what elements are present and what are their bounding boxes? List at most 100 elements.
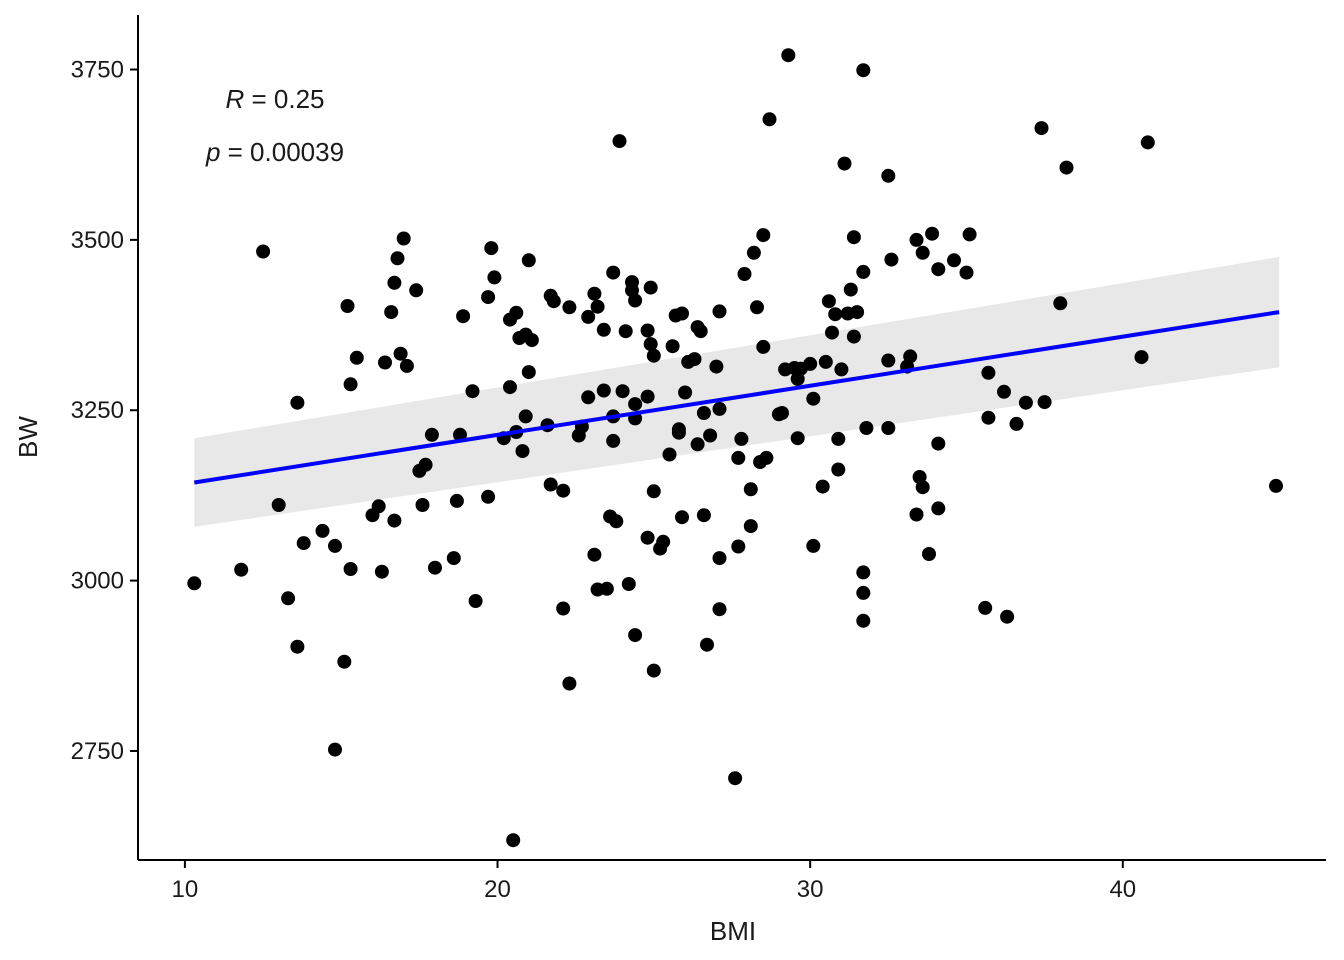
data-point [546, 294, 561, 309]
data-point [922, 547, 936, 561]
data-point [981, 365, 996, 380]
data-point [696, 406, 711, 420]
data-point [1037, 395, 1052, 410]
data-point [687, 352, 702, 367]
data-point [606, 265, 621, 280]
data-point [712, 551, 727, 566]
data-point [596, 383, 611, 398]
data-point [925, 226, 940, 241]
data-point [562, 676, 577, 691]
points-layer [187, 48, 1283, 848]
data-point [409, 283, 424, 298]
data-point [640, 389, 655, 404]
data-point [1009, 416, 1024, 431]
data-point [371, 499, 386, 514]
data-point [393, 346, 408, 361]
data-point [581, 390, 596, 405]
stat-p-value: = 0.00039 [220, 137, 344, 167]
data-point [696, 508, 711, 523]
data-point [1140, 135, 1155, 150]
data-point [762, 112, 777, 127]
data-point [981, 410, 996, 425]
y-axis-title: BW [13, 416, 43, 458]
data-point [712, 304, 727, 319]
data-point [665, 339, 680, 354]
data-point [418, 457, 433, 472]
data-point [931, 436, 946, 451]
data-point [709, 359, 724, 374]
data-point [884, 252, 899, 267]
data-point [399, 358, 414, 373]
data-point [675, 306, 689, 321]
data-point [959, 265, 974, 280]
data-point [506, 833, 521, 848]
data-point [609, 514, 624, 529]
data-point [831, 462, 846, 477]
data-point [781, 48, 796, 63]
data-point [856, 63, 871, 78]
stat-r-label: R = 0.25 [225, 84, 324, 114]
data-point [915, 480, 930, 495]
data-point [640, 530, 655, 545]
data-point [449, 493, 464, 508]
data-point [621, 577, 636, 591]
stat-p-label: p = 0.00039 [205, 137, 344, 167]
data-point [947, 253, 961, 268]
data-point [856, 264, 871, 279]
data-point [256, 244, 271, 259]
data-point [815, 479, 830, 494]
data-point [756, 339, 771, 354]
data-point [1018, 395, 1033, 410]
data-point [615, 384, 630, 399]
data-point [396, 231, 411, 246]
data-point [296, 536, 311, 551]
data-point [646, 484, 661, 499]
data-point [790, 431, 805, 446]
data-point [997, 384, 1011, 399]
data-point [759, 450, 774, 465]
data-point [821, 294, 836, 309]
data-point [881, 168, 896, 183]
data-point [612, 134, 627, 149]
data-point [903, 349, 918, 364]
data-point [675, 510, 689, 525]
data-point [643, 280, 658, 295]
data-point [1059, 160, 1074, 175]
data-point [349, 350, 364, 365]
data-point [487, 270, 502, 285]
data-point [328, 538, 342, 553]
data-point [1000, 609, 1015, 624]
data-point [521, 253, 536, 268]
data-point [415, 498, 430, 512]
x-tick-label: 30 [797, 876, 824, 903]
data-point [587, 547, 602, 562]
axes-layer: 10 20 30 40 2750 3000 3250 3500 3750 [71, 15, 1326, 903]
data-point [543, 477, 558, 492]
data-point [1134, 350, 1149, 365]
confidence-band [194, 256, 1280, 527]
data-point [678, 385, 693, 400]
data-point [509, 305, 524, 320]
data-point [978, 600, 993, 615]
data-point [1034, 121, 1049, 136]
data-point [834, 362, 849, 377]
data-point [881, 353, 896, 368]
stat-r-symbol: R [225, 84, 244, 114]
data-point [915, 245, 930, 260]
data-point [775, 406, 789, 420]
data-point [187, 576, 202, 591]
data-point [556, 483, 571, 498]
data-point [446, 551, 461, 566]
data-point [503, 380, 517, 395]
data-point [481, 290, 496, 305]
data-point [468, 594, 483, 608]
data-point [234, 562, 249, 577]
data-point [424, 427, 439, 442]
data-point [315, 523, 330, 538]
data-point [743, 519, 758, 534]
data-point [599, 581, 614, 596]
data-point [562, 300, 577, 315]
x-tick-label: 20 [484, 876, 511, 903]
data-point [646, 348, 661, 363]
data-point [590, 299, 605, 314]
